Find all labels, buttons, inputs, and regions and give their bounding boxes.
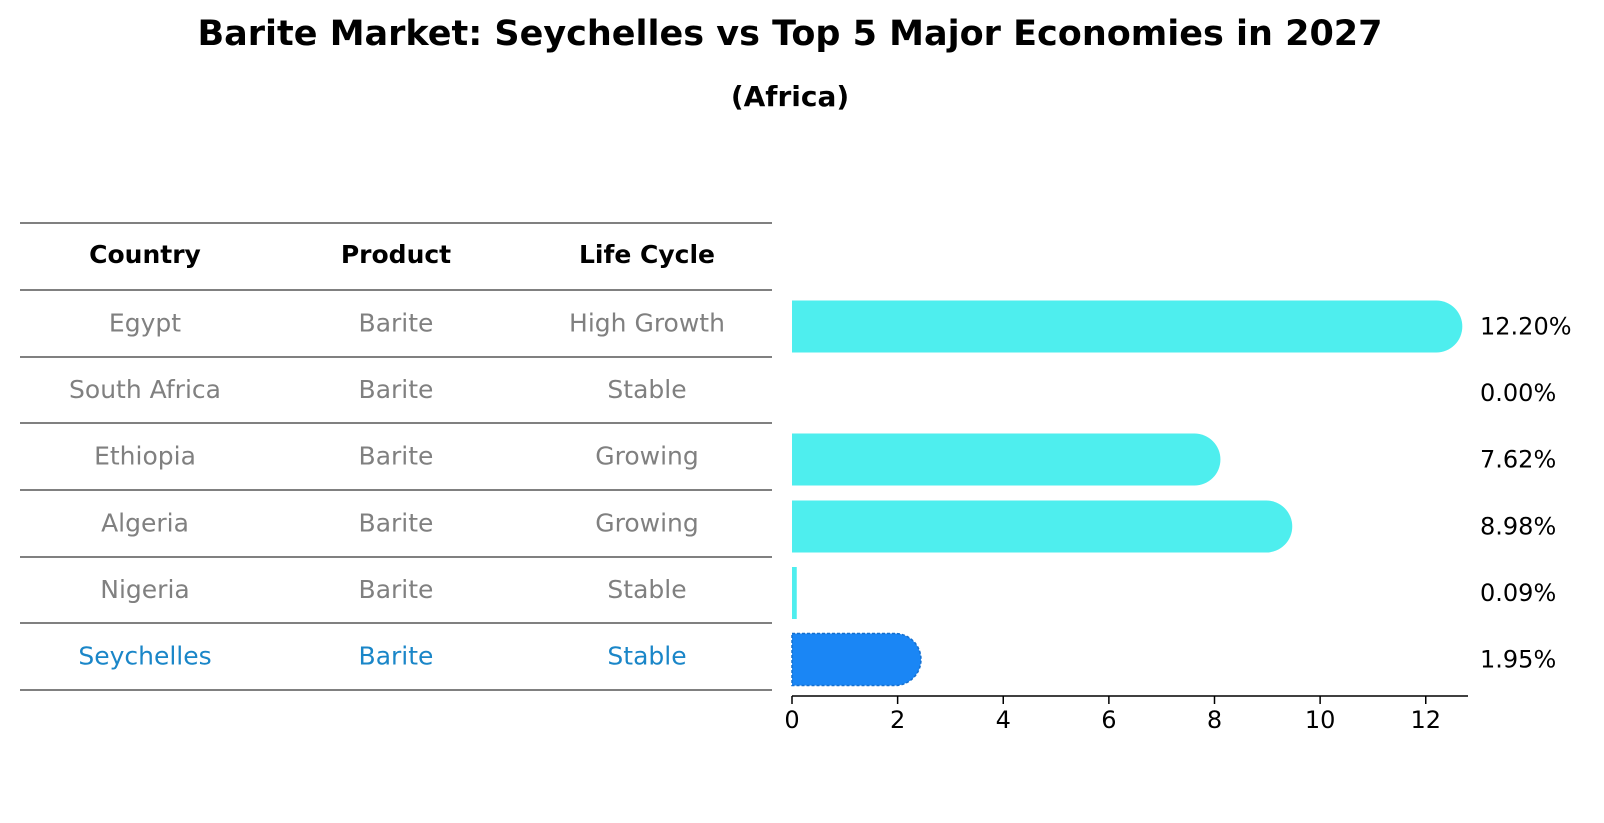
country-table: Country Product Life Cycle Egypt Barite High …	[20, 222, 772, 691]
bar-value-label: 0.09%	[1480, 579, 1556, 607]
bar-value-label: 12.20%	[1480, 313, 1572, 341]
x-tick-label: 12	[1410, 706, 1441, 734]
x-tick-label: 6	[1101, 706, 1116, 734]
chart-subtitle: (Africa)	[730, 80, 850, 113]
x-tick-label: 4	[996, 706, 1011, 734]
table-cell-life-cycle: Growing	[595, 509, 699, 538]
x-tick-label: 0	[784, 706, 799, 734]
bar-value-label: 0.00%	[1480, 379, 1556, 407]
table-cell-country: Nigeria	[100, 575, 189, 604]
table-cell-country: Ethiopia	[94, 442, 196, 471]
table-cell-product: Barite	[359, 442, 434, 471]
x-axis: 0 2 4 6 8 10 12	[784, 695, 1468, 734]
table-header-product: Product	[341, 240, 451, 269]
table-cell-product: Barite	[359, 642, 434, 671]
table-cell-life-cycle: Stable	[607, 575, 686, 604]
table-cell-product: Barite	[359, 575, 434, 604]
x-tick-label: 8	[1207, 706, 1222, 734]
bar-seychelles	[791, 632, 922, 687]
table-cell-life-cycle: Stable	[607, 375, 686, 404]
bar-value-label: 7.62%	[1480, 446, 1556, 474]
table-header-life-cycle: Life Cycle	[579, 240, 715, 269]
table-cell-product: Barite	[359, 509, 434, 538]
bar-nigeria	[792, 567, 797, 619]
bar-value-label: 8.98%	[1480, 513, 1556, 541]
table-cell-life-cycle: Stable	[607, 642, 686, 671]
table-header-country: Country	[89, 240, 201, 269]
bar-algeria	[792, 500, 1293, 553]
chart-title: Barite Market: Seychelles vs Top 5 Major…	[197, 14, 1383, 54]
table-cell-country: South Africa	[69, 375, 221, 404]
table-cell-product: Barite	[359, 309, 434, 338]
x-tick-label: 10	[1305, 706, 1336, 734]
bar-plot-area: 12.20% 0.00% 7.62% 8.98% 0.09% 1.95%	[791, 300, 1572, 687]
table-cell-country: Egypt	[109, 309, 181, 338]
bar-egypt	[792, 300, 1463, 353]
table-cell-life-cycle: Growing	[595, 442, 699, 471]
bar-value-label: 1.95%	[1480, 646, 1556, 674]
bar-ethiopia	[792, 433, 1221, 486]
table-cell-product: Barite	[359, 375, 434, 404]
table-cell-country: Seychelles	[78, 642, 211, 671]
table-cell-life-cycle: High Growth	[569, 309, 725, 338]
x-tick-label: 2	[890, 706, 905, 734]
table-cell-country: Algeria	[101, 509, 189, 538]
